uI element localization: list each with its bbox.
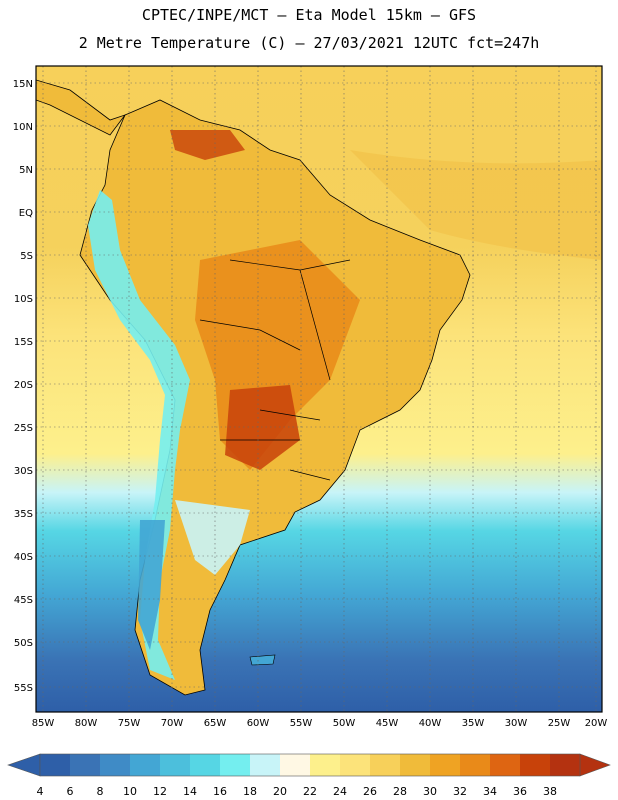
hottest-region [225, 385, 300, 470]
colorbar-swatch [130, 754, 161, 776]
lon-label: 40W [419, 718, 442, 729]
colorbar-swatch [100, 754, 131, 776]
colorbar-label: 28 [393, 785, 407, 798]
lon-label: 25W [548, 718, 571, 729]
lon-label: 70W [161, 718, 184, 729]
lat-label: 45S [14, 595, 33, 606]
lat-label: 5S [20, 251, 33, 262]
colorbar-swatch [460, 754, 491, 776]
colorbar-swatch [370, 754, 401, 776]
lat-label: 40S [14, 552, 33, 563]
lon-label: 45W [376, 718, 399, 729]
colorbar-label: 22 [303, 785, 317, 798]
colorbar-low-arrow [7, 753, 41, 777]
colorbar-label: 34 [483, 785, 497, 798]
latitude-labels: 15N 10N 5N EQ 5S 10S 15S 20S 25S 30S 35S… [13, 79, 33, 694]
lon-label: 50W [333, 718, 356, 729]
colorbar-swatch [40, 754, 71, 776]
lon-label: 20W [585, 718, 608, 729]
colorbar-labels: 4 6 8 10 12 14 16 18 20 22 24 26 28 30 32 34 36 38 [37, 785, 558, 798]
map-title: CPTEC/INPE/MCT – Eta Model 15km – GFS [141, 6, 477, 24]
colorbar-label: 8 [97, 785, 104, 798]
lat-label: 25S [14, 423, 33, 434]
lon-label: 55W [290, 718, 313, 729]
colorbar-label: 14 [183, 785, 197, 798]
falkland-islands [249, 654, 276, 666]
colorbar-swatch [310, 754, 341, 776]
map-frame [35, 65, 603, 713]
colorbar-swatch [280, 754, 311, 776]
lat-label: 35S [14, 509, 33, 520]
colorbar-swatch [190, 754, 221, 776]
lat-label: 50S [14, 638, 33, 649]
lon-label: 30W [505, 718, 528, 729]
lon-label: 75W [118, 718, 141, 729]
colorbar-swatch [400, 754, 431, 776]
lat-label: 5N [19, 165, 33, 176]
lat-label: 30S [14, 466, 33, 477]
andes-cool-strip [88, 190, 190, 680]
colorbar-swatch [160, 754, 191, 776]
colorbar-label: 26 [363, 785, 377, 798]
colorbar [7, 753, 611, 777]
lon-label: 35W [462, 718, 485, 729]
map-subtitle: 2 Metre Temperature (C) – 27/03/2021 12U… [78, 34, 540, 52]
central-america-land [36, 79, 127, 136]
colorbar-high-arrow [579, 753, 611, 777]
colorbar-label: 32 [453, 785, 467, 798]
patagonia-cold [138, 520, 165, 650]
lon-label: 60W [247, 718, 270, 729]
colorbar-swatch [490, 754, 521, 776]
lon-label: 85W [32, 718, 55, 729]
colorbar-label: 38 [543, 785, 557, 798]
lat-label: 10N [13, 122, 33, 133]
map-field [36, 66, 602, 712]
hot-north-region [170, 130, 245, 160]
colorbar-label: 18 [243, 785, 257, 798]
colorbar-swatch [220, 754, 251, 776]
colorbar-label: 16 [213, 785, 227, 798]
lat-label: EQ [19, 208, 33, 219]
country-borders [199, 259, 351, 481]
lon-label: 65W [204, 718, 227, 729]
colorbar-label: 24 [333, 785, 347, 798]
colorbar-label: 6 [67, 785, 74, 798]
colorbar-label: 20 [273, 785, 287, 798]
colorbar-swatch [340, 754, 371, 776]
colorbar-swatch [250, 754, 281, 776]
lat-label: 15N [13, 79, 33, 90]
colorbar-label: 10 [123, 785, 137, 798]
warm-atlantic-band [350, 150, 602, 260]
colorbar-label: 30 [423, 785, 437, 798]
colorbar-swatch [430, 754, 461, 776]
lat-label: 20S [14, 380, 33, 391]
colorbar-swatch [520, 754, 551, 776]
lat-label: 10S [14, 294, 33, 305]
colorbar-label: 36 [513, 785, 527, 798]
colorbar-label: 4 [37, 785, 44, 798]
lon-label: 80W [75, 718, 98, 729]
longitude-labels: 85W 80W 75W 70W 65W 60W 55W 50W 45W 40W … [32, 718, 608, 729]
lat-label: 15S [14, 337, 33, 348]
colorbar-label: 12 [153, 785, 167, 798]
colorbar-outline [39, 753, 581, 777]
colorbar-swatch [550, 754, 581, 776]
lat-label: 55S [14, 683, 33, 694]
colorbar-swatch [70, 754, 101, 776]
